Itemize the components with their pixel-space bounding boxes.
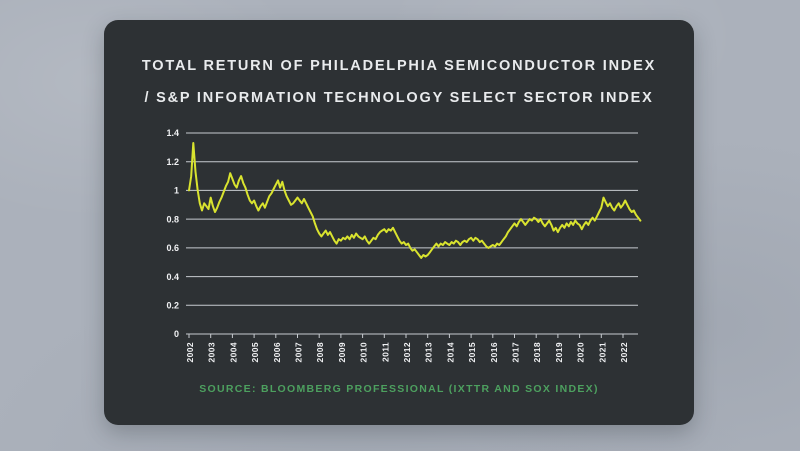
y-axis-label: 0.4 bbox=[166, 272, 179, 282]
x-axis-label: 2018 bbox=[532, 342, 542, 363]
x-axis-label: 2004 bbox=[228, 342, 238, 363]
x-axis-label: 2017 bbox=[511, 342, 521, 363]
x-axis-label: 2022 bbox=[619, 342, 629, 363]
y-axis-label: 0.6 bbox=[166, 243, 179, 253]
chart-card: TOTAL RETURN OF PHILADELPHIA SEMICONDUCT… bbox=[104, 20, 694, 425]
chart-title-line1: TOTAL RETURN OF PHILADELPHIA SEMICONDUCT… bbox=[141, 58, 657, 74]
y-axis-label: 0.2 bbox=[166, 301, 179, 311]
x-axis-label: 2007 bbox=[294, 342, 304, 363]
x-axis-label: 2014 bbox=[445, 342, 455, 363]
line-chart: 1.4 1.2 1 0.8 0.6 0.4 0.2 0 2002 2003 2004 2005 2006… bbox=[166, 128, 642, 363]
x-axis-label: 2008 bbox=[315, 342, 325, 363]
x-axis-label: 2003 bbox=[207, 342, 217, 363]
index-ratio-line bbox=[188, 142, 642, 259]
x-axis-label: 2019 bbox=[554, 342, 564, 363]
y-axis-label: 1 bbox=[174, 186, 179, 196]
y-axis-label: 0 bbox=[174, 329, 179, 339]
x-axis-label: 2021 bbox=[597, 342, 607, 363]
x-axis-label: 2006 bbox=[272, 342, 282, 363]
y-axis-label: 0.8 bbox=[166, 214, 179, 224]
x-axis-label: 2009 bbox=[337, 342, 347, 363]
x-axis-label: 2012 bbox=[402, 342, 412, 363]
x-axis-label: 2020 bbox=[576, 342, 586, 363]
y-axis-label: 1.4 bbox=[166, 128, 179, 138]
source-caption: SOURCE: BLOOMBERG PROFESSIONAL (IXTTR AN… bbox=[199, 383, 599, 395]
x-axis-label: 2002 bbox=[185, 342, 195, 363]
chart-title-line2: / S&P INFORMATION TECHNOLOGY SELECT SECT… bbox=[144, 90, 654, 106]
x-axis-label: 2010 bbox=[359, 342, 369, 363]
x-axis-label: 2013 bbox=[424, 342, 434, 363]
x-axis-label: 2011 bbox=[380, 342, 390, 362]
y-axis-label: 1.2 bbox=[166, 157, 179, 167]
x-axis-label: 2005 bbox=[250, 342, 260, 363]
chart-title: TOTAL RETURN OF PHILADELPHIA SEMICONDUCT… bbox=[104, 50, 694, 114]
x-axis-label: 2015 bbox=[467, 342, 477, 363]
x-axis-label: 2016 bbox=[489, 342, 499, 363]
